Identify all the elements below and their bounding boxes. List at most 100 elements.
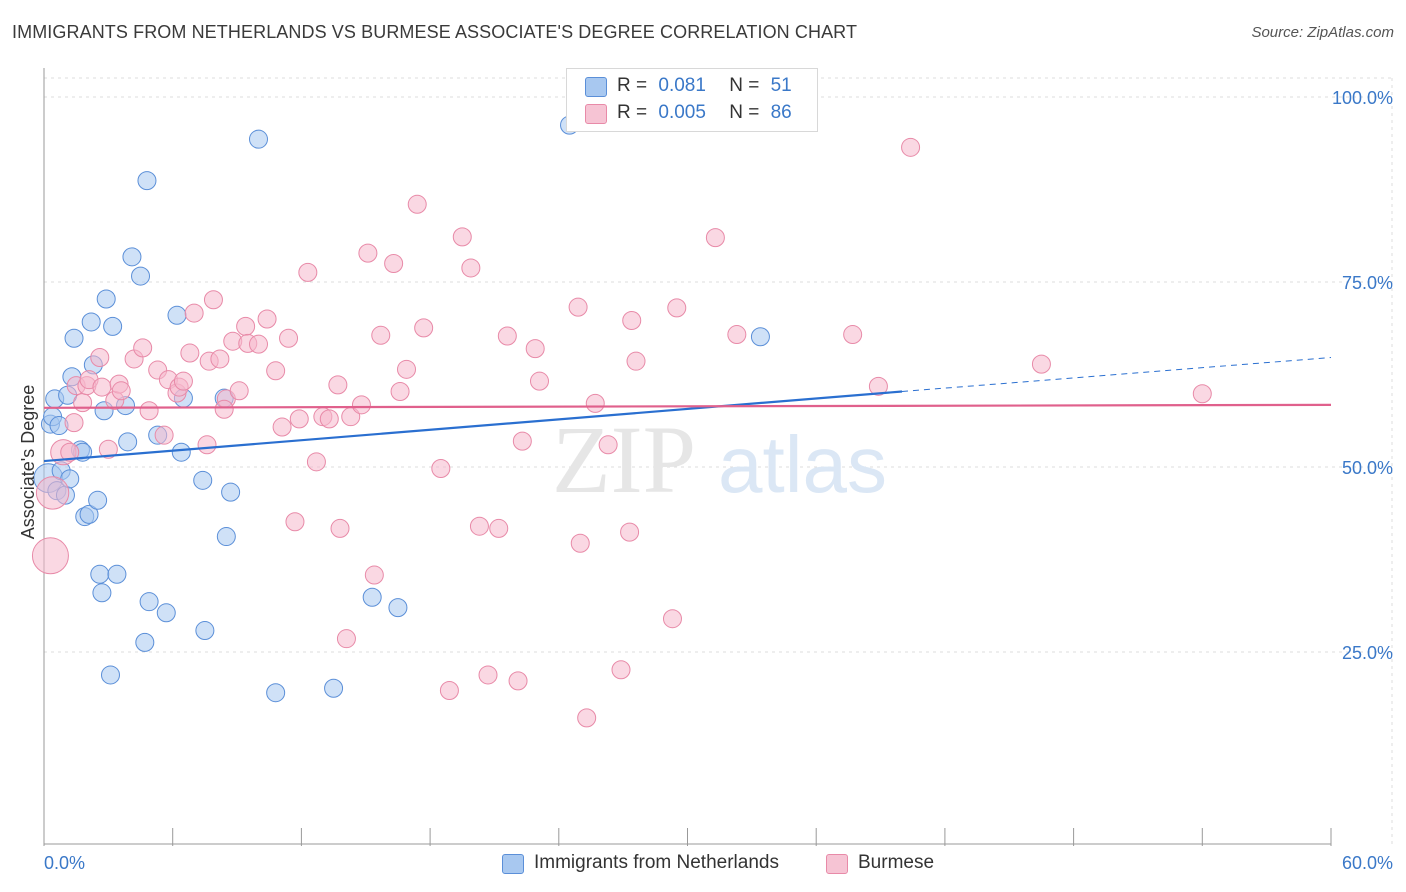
- point-burmese: [431, 458, 451, 478]
- point-burmese: [64, 413, 84, 433]
- point-burmese: [667, 298, 687, 318]
- point-netherlands: [156, 603, 176, 623]
- point-burmese: [139, 401, 159, 421]
- trend-extension-netherlands: [901, 356, 1332, 393]
- point-netherlands: [216, 527, 236, 547]
- point-netherlands: [195, 621, 215, 641]
- point-netherlands: [131, 266, 151, 286]
- point-burmese: [397, 359, 417, 379]
- point-burmese: [98, 439, 118, 459]
- point-netherlands: [362, 587, 382, 607]
- point-netherlands: [171, 442, 191, 462]
- legend-swatch-blue: [502, 854, 524, 874]
- legend-r-label: R =: [617, 75, 648, 96]
- watermark-atlas: atlas: [718, 420, 887, 509]
- point-burmese: [620, 522, 640, 542]
- point-burmese: [249, 334, 268, 354]
- point-burmese: [133, 338, 153, 358]
- point-burmese: [452, 227, 472, 247]
- point-burmese: [525, 339, 545, 359]
- legend-r-value: 0.005: [658, 102, 706, 123]
- x-tick-label: 0.0%: [44, 853, 85, 873]
- chart-title: IMMIGRANTS FROM NETHERLANDS VS BURMESE A…: [12, 22, 858, 42]
- point-burmese: [336, 629, 356, 649]
- legend-swatch-blue: [585, 77, 607, 97]
- legend-label: Immigrants from Netherlands: [534, 852, 779, 873]
- y-tick-label: 50.0%: [1342, 458, 1393, 478]
- point-netherlands: [118, 432, 138, 452]
- point-burmese: [330, 518, 350, 538]
- point-burmese: [414, 318, 434, 338]
- point-burmese: [92, 377, 112, 397]
- point-netherlands: [249, 129, 268, 149]
- point-netherlands: [92, 583, 112, 603]
- trend-lines: [43, 356, 1332, 463]
- point-burmese: [497, 326, 517, 346]
- watermark-zip: ZIP: [552, 406, 696, 513]
- point-burmese: [257, 309, 277, 329]
- point-burmese: [289, 409, 309, 429]
- point-burmese: [570, 533, 590, 553]
- legend-n-label: N =: [729, 75, 760, 96]
- point-burmese: [407, 194, 427, 214]
- point-burmese: [197, 435, 217, 455]
- point-burmese: [31, 537, 69, 575]
- point-burmese: [489, 518, 509, 538]
- point-burmese: [371, 325, 391, 345]
- legend-n-label: N =: [729, 102, 760, 123]
- point-burmese: [203, 290, 223, 310]
- trend-line-burmese: [43, 403, 1332, 409]
- legend-r-label: R =: [617, 102, 648, 123]
- point-burmese: [626, 351, 646, 371]
- point-burmese: [508, 671, 528, 691]
- point-burmese: [901, 137, 921, 157]
- point-burmese: [478, 665, 498, 685]
- point-netherlands: [221, 482, 241, 502]
- point-burmese: [461, 258, 481, 278]
- x-tick-label: 60.0%: [1342, 853, 1393, 873]
- y-axis-title: Associate's Degree: [18, 385, 38, 540]
- point-netherlands: [139, 592, 159, 612]
- point-burmese: [868, 376, 888, 396]
- point-burmese: [214, 399, 234, 419]
- point-burmese: [319, 409, 339, 429]
- point-burmese: [285, 512, 305, 532]
- point-netherlands: [324, 678, 344, 698]
- legend-swatch-pink: [826, 854, 848, 874]
- point-burmese: [184, 303, 204, 323]
- point-burmese: [298, 262, 318, 282]
- point-netherlands: [103, 316, 123, 336]
- point-burmese: [843, 325, 863, 345]
- legend-n-value: 51: [770, 75, 792, 96]
- point-netherlands: [750, 327, 770, 347]
- point-netherlands: [137, 171, 157, 191]
- point-burmese: [727, 325, 747, 345]
- point-burmese: [351, 395, 371, 415]
- point-burmese: [662, 609, 682, 629]
- point-burmese: [390, 382, 410, 402]
- point-netherlands: [90, 564, 110, 584]
- point-burmese: [266, 361, 286, 381]
- legend-r-value: 0.081: [658, 75, 706, 96]
- point-burmese: [358, 243, 378, 263]
- legend-swatch-pink: [585, 104, 607, 124]
- point-netherlands: [100, 665, 120, 685]
- point-burmese: [111, 381, 131, 401]
- correlation-legend: R = 0.081 N = 51 R = 0.005 N = 86: [566, 68, 818, 132]
- tick-labels: 25.0% 50.0% 75.0% 100.0% 0.0% 60.0%: [44, 88, 1393, 873]
- point-burmese: [306, 452, 326, 472]
- point-burmese: [1031, 354, 1051, 374]
- point-netherlands: [193, 470, 213, 490]
- point-netherlands: [266, 683, 286, 703]
- point-burmese: [180, 343, 200, 363]
- point-burmese: [384, 254, 404, 273]
- point-netherlands: [64, 328, 84, 348]
- point-burmese: [512, 431, 532, 451]
- legend-n-value: 86: [770, 102, 792, 123]
- point-netherlands: [122, 247, 142, 267]
- point-burmese: [568, 297, 588, 317]
- point-burmese: [622, 310, 642, 330]
- point-burmese: [364, 565, 384, 585]
- point-burmese: [705, 228, 725, 248]
